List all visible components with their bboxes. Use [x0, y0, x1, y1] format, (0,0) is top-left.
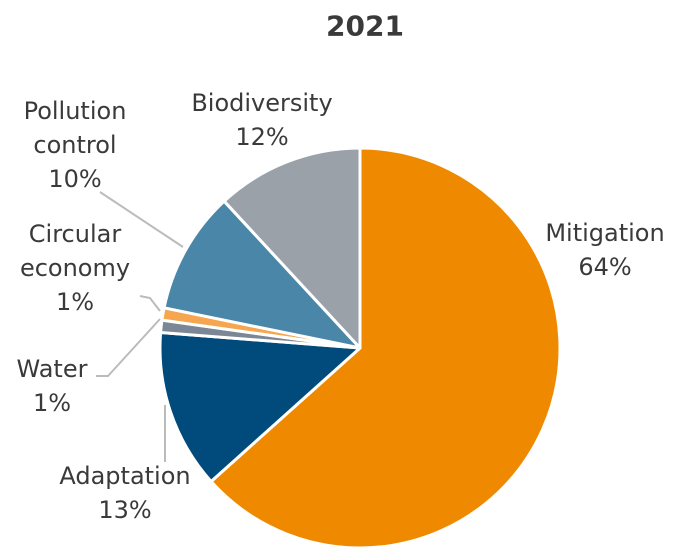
slice-label: Water 1%	[0, 352, 137, 420]
category-label: Circular economy	[19, 220, 131, 282]
value-label: 10%	[48, 165, 102, 193]
category-label: Biodiversity	[191, 89, 333, 117]
slice-label: Pollution control 10%	[5, 94, 145, 196]
slice-label: Adaptation 13%	[40, 459, 210, 527]
slice-label: Circular economy 1%	[5, 217, 145, 319]
slice-label: Biodiversity 12%	[177, 86, 347, 154]
pie-slice	[162, 199, 362, 350]
category-label: Mitigation	[545, 219, 665, 247]
slice-label: Mitigation 64%	[520, 216, 677, 284]
leader-line	[99, 191, 184, 248]
value-label: 64%	[578, 253, 632, 281]
value-label: 1%	[55, 288, 95, 316]
category-label: Water	[16, 355, 88, 383]
value-label: 12%	[235, 123, 289, 151]
pie-slice	[222, 146, 362, 350]
leader-line	[96, 318, 161, 377]
pie-slice	[158, 330, 362, 484]
pie-slice	[209, 146, 562, 550]
category-label: Pollution control	[23, 97, 127, 159]
value-label: 1%	[32, 389, 72, 417]
leader-line	[139, 295, 161, 312]
chart-title: 2021	[326, 9, 404, 43]
category-label: Adaptation	[59, 462, 191, 490]
value-label: 13%	[98, 496, 152, 524]
